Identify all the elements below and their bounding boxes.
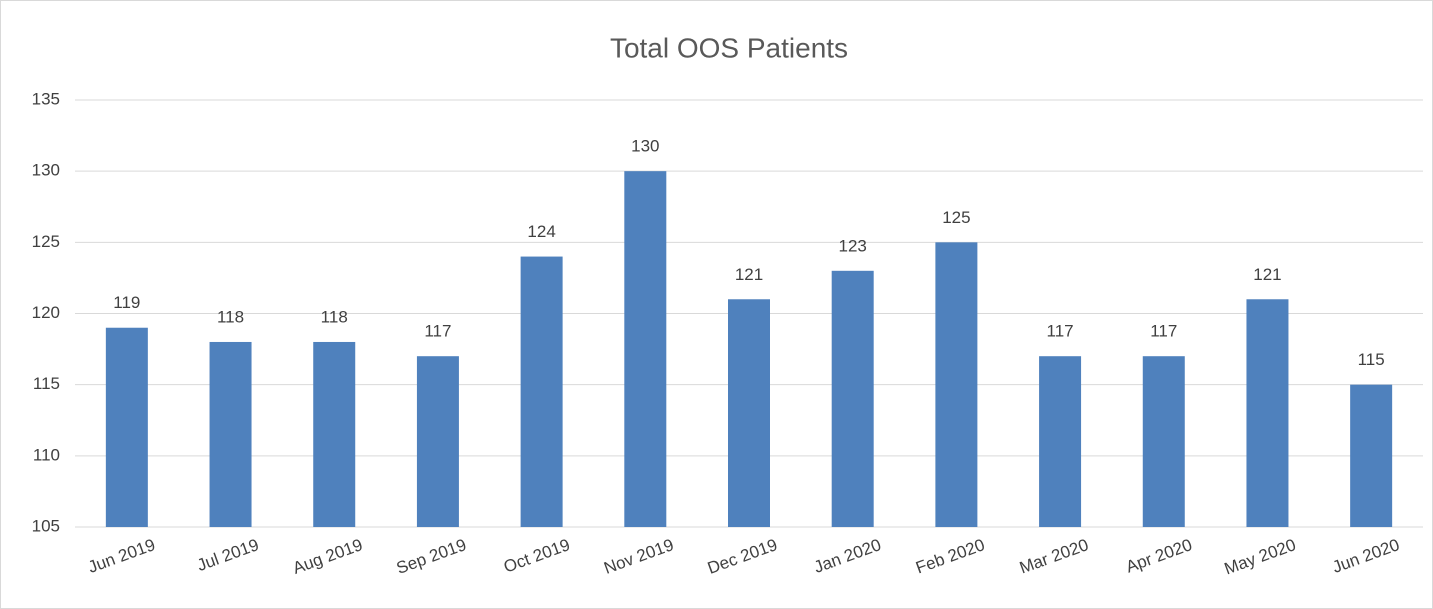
bar <box>520 256 563 527</box>
chart-title: Total OOS Patients <box>610 32 848 63</box>
data-label: 115 <box>1358 350 1385 369</box>
bar <box>313 341 356 527</box>
bar <box>209 341 252 527</box>
data-label: 117 <box>424 322 451 341</box>
data-label: 130 <box>631 137 659 156</box>
y-tick-label: 120 <box>32 303 60 322</box>
data-label: 121 <box>735 265 763 284</box>
bar <box>1246 299 1289 527</box>
bar <box>105 327 148 527</box>
data-label: 118 <box>321 307 348 326</box>
y-tick-label: 135 <box>32 89 60 108</box>
bar <box>624 171 667 527</box>
bar <box>1142 356 1185 527</box>
data-label: 117 <box>1047 322 1074 341</box>
bar <box>831 270 874 527</box>
bar <box>935 242 978 528</box>
y-tick-label: 115 <box>33 374 60 393</box>
y-tick-label: 110 <box>33 445 60 464</box>
data-label: 121 <box>1253 265 1281 284</box>
data-label: 123 <box>839 236 867 255</box>
bar <box>416 356 459 527</box>
data-label: 117 <box>1150 322 1177 341</box>
data-label: 118 <box>217 307 244 326</box>
y-tick-label: 130 <box>32 161 60 180</box>
bar <box>1039 356 1082 527</box>
bar <box>1350 384 1393 527</box>
data-label: 124 <box>527 222 555 241</box>
data-label: 125 <box>942 208 970 227</box>
data-label: 119 <box>113 293 140 312</box>
bar <box>728 299 770 527</box>
y-tick-label: 125 <box>32 232 60 251</box>
y-tick-label: 105 <box>32 516 60 535</box>
